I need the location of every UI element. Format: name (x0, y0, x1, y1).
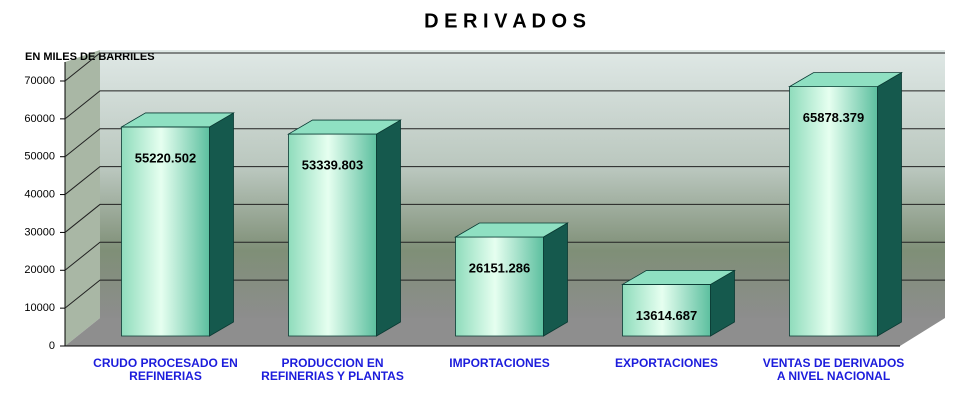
bar-side (544, 223, 568, 336)
chart-title: D E R I V A D O S (424, 10, 586, 32)
bar-side (210, 113, 234, 336)
bar (122, 113, 234, 336)
value-label: 65878.379 (803, 110, 864, 125)
bar (289, 120, 401, 336)
value-label: 26151.286 (469, 260, 530, 275)
bar (456, 223, 568, 336)
y-tick-label: 0 (49, 340, 55, 352)
bar-front (456, 237, 544, 336)
x-tick-label: PRODUCCION EN REFINERIAS Y PLANTAS (258, 357, 408, 383)
y-tick-label: 50000 (24, 151, 55, 163)
y-tick-label: 60000 (24, 113, 55, 125)
y-tick-label: 10000 (24, 302, 55, 314)
value-label: 53339.803 (302, 158, 363, 173)
y-tick-label: 40000 (24, 188, 55, 200)
x-tick-label: CRUDO PROCESADO EN REFINERIAS (91, 357, 241, 383)
value-label: 55220.502 (135, 150, 196, 165)
bar-side (878, 73, 902, 336)
left-wall (65, 50, 100, 346)
y-tick-label: 20000 (24, 264, 55, 276)
x-tick-label: IMPORTACIONES (425, 357, 575, 370)
chart: D E R I V A D O S EN MILES DE BARRILES 0… (0, 0, 953, 404)
x-tick-label: EXPORTACIONES (592, 357, 742, 370)
value-label: 13614.687 (636, 308, 697, 323)
y-tick-label: 30000 (24, 226, 55, 238)
y-tick-label: 70000 (24, 75, 55, 87)
chart-svg: D E R I V A D O S EN MILES DE BARRILES 0… (0, 0, 953, 404)
x-tick-label: VENTAS DE DERIVADOS A NIVEL NACIONAL (759, 357, 909, 383)
bar-side (377, 120, 401, 336)
bar (623, 270, 735, 336)
